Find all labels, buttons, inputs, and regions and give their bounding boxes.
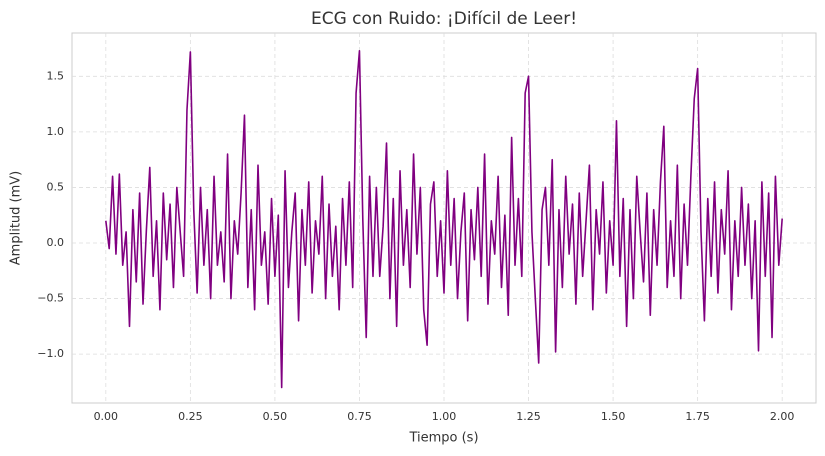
x-tick-label: 0.75 [347,410,372,423]
x-tick-label: 2.00 [770,410,795,423]
y-tick-label: 0.5 [47,180,65,193]
y-tick-label: 1.5 [47,69,65,82]
x-tick-label: 1.75 [685,410,710,423]
y-tick-label: −1.0 [37,347,64,360]
y-axis-label: Amplitud (mV) [9,171,24,265]
x-tick-label: 1.00 [432,410,457,423]
x-axis-label: Tiempo (s) [408,431,478,446]
x-tick-label: 1.50 [601,410,626,423]
x-tick-label: 0.25 [178,410,203,423]
x-tick-label: 1.25 [516,410,541,423]
chart-title: ECG con Ruido: ¡Difícil de Leer! [311,9,577,29]
x-tick-label: 0.00 [94,410,119,423]
y-tick-label: 0.0 [47,236,65,249]
x-tick-label: 0.50 [263,410,288,423]
y-tick-label: 1.0 [47,125,65,138]
y-tick-label: −0.5 [37,292,64,305]
ecg-line [105,49,783,389]
